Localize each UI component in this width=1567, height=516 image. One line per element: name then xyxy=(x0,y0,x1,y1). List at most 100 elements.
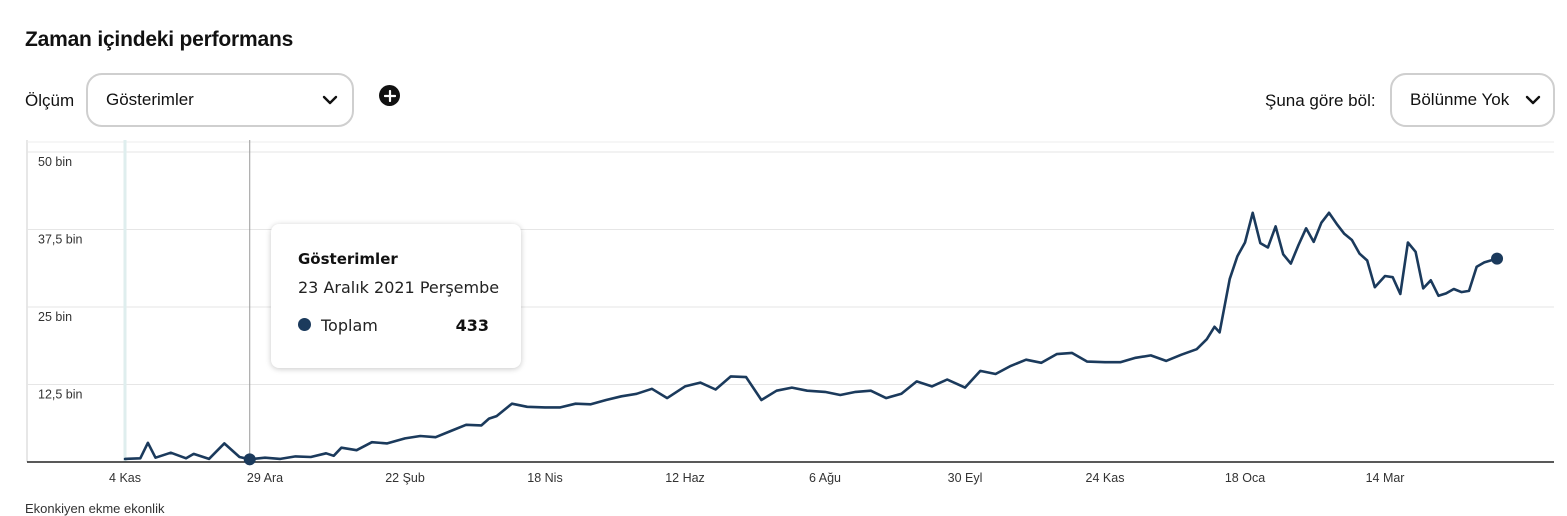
data-point xyxy=(1236,255,1239,257)
x-tick-label: 14 Mar xyxy=(1366,471,1405,485)
data-point xyxy=(885,397,887,399)
data-point xyxy=(994,373,997,375)
data-point xyxy=(1384,275,1386,277)
data-point xyxy=(1407,241,1409,244)
highlight-point xyxy=(243,453,256,466)
data-point xyxy=(775,389,778,392)
x-tick-label: 22 Şub xyxy=(385,471,425,485)
data-point xyxy=(806,389,808,392)
data-point xyxy=(1040,362,1043,364)
data-point xyxy=(450,430,452,432)
data-point xyxy=(355,449,358,452)
data-point xyxy=(1104,361,1106,363)
tooltip-title: Gösterimler xyxy=(298,250,398,268)
y-tick-label: 37,5 bin xyxy=(38,233,83,247)
data-point xyxy=(1320,221,1323,224)
data-point xyxy=(605,399,607,401)
tooltip-series-dot xyxy=(298,318,311,331)
data-point xyxy=(635,393,638,395)
data-point xyxy=(1351,239,1353,241)
tooltip-date: 23 Aralık 2021 Perşembe xyxy=(298,278,500,297)
data-point xyxy=(1312,241,1315,243)
plus-circle-icon[interactable] xyxy=(379,85,400,106)
data-point xyxy=(699,381,702,384)
data-point xyxy=(1195,348,1198,350)
data-point xyxy=(854,391,857,393)
data-point xyxy=(791,386,793,389)
data-point xyxy=(526,406,528,408)
data-point xyxy=(170,451,172,454)
data-point xyxy=(332,455,335,457)
split-select[interactable]: Bölünme Yok xyxy=(1390,73,1555,127)
data-point xyxy=(238,456,241,458)
data-point xyxy=(1335,223,1338,225)
data-point xyxy=(480,424,483,427)
x-tick-label: 18 Oca xyxy=(1225,471,1265,485)
data-point xyxy=(1290,262,1292,265)
data-point xyxy=(154,456,157,459)
data-point xyxy=(824,391,826,393)
data-point xyxy=(1086,360,1088,363)
data-point xyxy=(544,406,546,409)
y-tick-label: 50 bin xyxy=(38,155,72,169)
data-point xyxy=(1305,227,1307,230)
data-point xyxy=(310,456,312,458)
data-point xyxy=(931,385,933,388)
data-point xyxy=(1414,251,1417,253)
metric-select[interactable]: Gösterimler xyxy=(86,73,354,127)
data-point xyxy=(1251,212,1254,214)
data-point xyxy=(946,378,948,381)
x-tick-label: 4 Kas xyxy=(109,471,141,485)
data-point xyxy=(1119,361,1122,363)
data-point xyxy=(294,455,297,458)
split-label: Şuna göre böl: xyxy=(1265,91,1376,110)
data-point xyxy=(1010,365,1012,367)
data-point xyxy=(1475,265,1478,268)
data-point xyxy=(915,380,918,383)
data-point xyxy=(185,457,187,460)
x-tick-label: 29 Ara xyxy=(247,471,283,485)
data-point xyxy=(1150,354,1152,357)
data-point xyxy=(404,437,406,440)
data-point xyxy=(651,388,653,390)
data-point xyxy=(1206,338,1208,340)
data-point xyxy=(1430,279,1432,282)
data-point xyxy=(386,442,389,445)
data-point xyxy=(684,385,686,388)
data-point xyxy=(1366,259,1368,262)
data-point xyxy=(870,389,872,392)
data-point xyxy=(745,376,747,378)
data-point xyxy=(666,397,668,399)
data-point xyxy=(1228,278,1231,280)
data-point xyxy=(1453,288,1455,290)
page-title: Zaman içindeki performans xyxy=(25,28,294,51)
series-line-toplam xyxy=(123,211,1499,461)
data-point xyxy=(208,458,210,460)
data-point xyxy=(1218,331,1221,334)
data-point xyxy=(1445,292,1447,295)
data-point xyxy=(1282,253,1284,256)
data-point xyxy=(1055,353,1058,355)
data-point xyxy=(371,441,373,444)
data-point xyxy=(1244,241,1246,244)
data-point xyxy=(325,452,327,455)
data-point xyxy=(139,457,142,460)
chevron-down-icon xyxy=(1525,95,1541,105)
data-point xyxy=(559,406,562,409)
data-point xyxy=(1422,287,1424,290)
data-point xyxy=(124,458,126,460)
data-point xyxy=(730,375,732,378)
data-point xyxy=(434,436,437,439)
data-point xyxy=(1399,293,1402,295)
data-point xyxy=(1071,352,1073,354)
data-point xyxy=(1267,246,1269,249)
data-point xyxy=(574,402,577,405)
performance-chart: 12,5 bin 25 bin 37,5 bin 50 bin 4 Kas 29 Ara 2… xyxy=(26,140,1554,485)
data-point xyxy=(1460,291,1463,293)
data-point xyxy=(147,442,149,444)
data-point xyxy=(465,424,467,426)
data-point xyxy=(279,458,282,460)
data-point xyxy=(264,456,266,459)
data-point xyxy=(511,402,513,405)
x-tick-label: 24 Kas xyxy=(1086,471,1125,485)
